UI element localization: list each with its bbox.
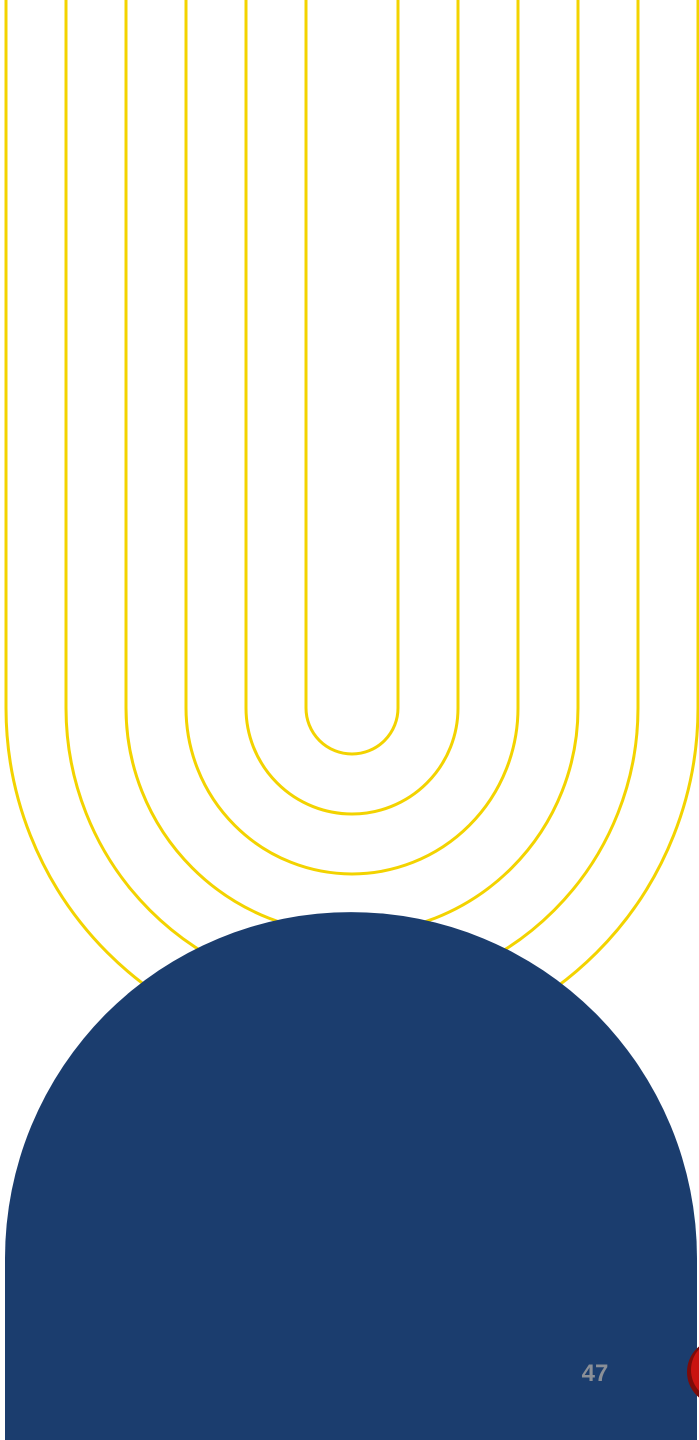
arch-line-5 (64, 0, 640, 996)
page-number: 47 (581, 1360, 609, 1387)
arch-line-2 (244, 0, 460, 816)
arch-line-1 (304, 0, 400, 756)
navy-arch-shape (5, 912, 697, 1440)
red-circle-icon (687, 1346, 699, 1398)
arch-line-3 (184, 0, 520, 876)
arch-line-4 (124, 0, 580, 936)
concentric-arches (4, 0, 699, 1056)
arch-line-6 (4, 0, 699, 1056)
